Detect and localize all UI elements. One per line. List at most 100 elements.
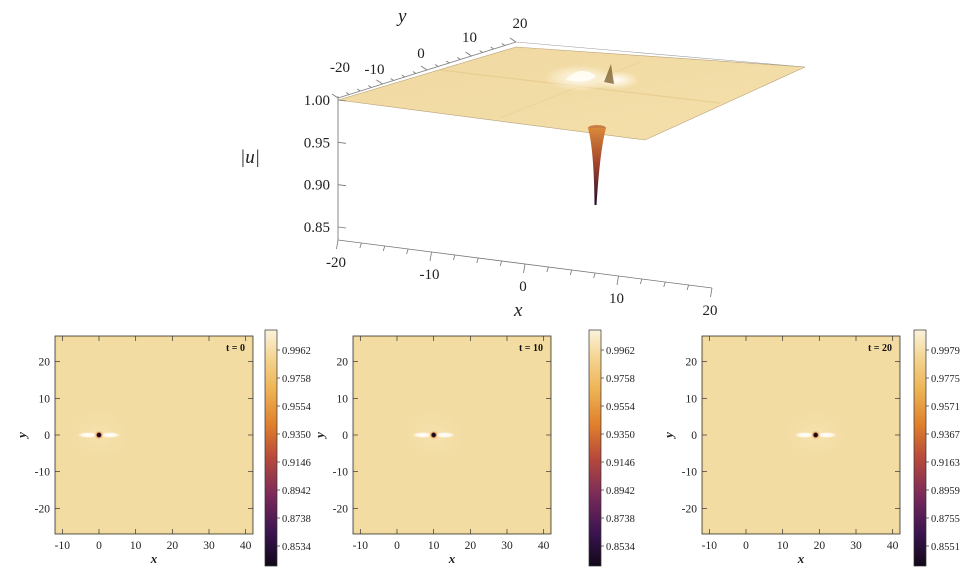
colorbar-tick-label: 0.9962 <box>606 346 635 357</box>
colorbar-tick-label: 0.8942 <box>282 486 311 497</box>
surface-3d-plot: 1.00 0.95 0.90 0.85 |u| -20 -10 0 10 20 x -10 0 1… <box>240 6 806 321</box>
colorbar-tick-label: 0.8738 <box>606 514 635 525</box>
y-tick-label: -20 <box>333 503 349 515</box>
z-tick-mark <box>337 226 347 229</box>
y-axis-label: y <box>396 6 407 27</box>
heatmap-panel: t = 10 -10 0 10 20 30 40 20 10 0 -10 -20 x y 0.9962 0.9… <box>312 329 636 567</box>
colorbar-tick-label: 0.9163 <box>931 458 960 469</box>
y-tick-label: -20 <box>330 60 350 76</box>
colorbar-tick-label: 0.9758 <box>606 374 635 385</box>
y-tick-label: -10 <box>682 467 698 479</box>
z-tick-label: 1.00 <box>304 93 330 109</box>
soliton-dip <box>431 432 436 438</box>
colorbar-tick-label: 0.9758 <box>282 374 311 385</box>
colorbar-tick-label: 0.9962 <box>282 346 311 357</box>
y-tick-label: -20 <box>35 503 51 515</box>
y-tick-mark <box>501 43 506 46</box>
x-tick-label: -10 <box>353 540 369 552</box>
colorbar-tick-label: 0.8534 <box>606 542 636 553</box>
x-tick-mark <box>686 284 690 291</box>
x-tick-label: 20 <box>814 540 826 552</box>
x-tick-mark <box>593 272 596 279</box>
x-tick-label: 40 <box>887 540 899 552</box>
y-tick-label: 0 <box>417 46 425 62</box>
colorbar-tick-label: 0.8534 <box>282 542 312 553</box>
colorbar-tick-label: 0.9146 <box>606 458 635 469</box>
y-tick-mark <box>390 78 394 81</box>
x-tick-mark <box>663 281 666 288</box>
soliton-lobe-left <box>76 431 100 439</box>
surface-bump-shadow <box>604 64 614 84</box>
y-tick-label: 10 <box>337 393 349 405</box>
x-tick-mark <box>452 254 456 261</box>
x-axis-label: x <box>513 300 523 321</box>
soliton-lobe-right <box>814 431 839 439</box>
y-axis-label: y <box>312 432 327 440</box>
y-tick-label: 10 <box>39 393 51 405</box>
x-tick-label: 0 <box>394 540 400 552</box>
x-tick-label: 40 <box>240 540 252 552</box>
colorbar <box>264 329 278 567</box>
y-axis: -10 0 10 20 -20 y <box>330 6 528 99</box>
y-tick-mark <box>412 71 417 74</box>
y-tick-mark <box>420 65 428 71</box>
x-tick-label: -20 <box>326 255 346 271</box>
x-tick-label: 10 <box>777 540 789 552</box>
y-tick-label: -10 <box>333 467 349 479</box>
surface-bump-right <box>595 71 639 89</box>
x-tick-label: 20 <box>167 540 179 552</box>
heatmap-panels: t = 0 -10 0 10 20 30 40 20 10 0 -10 -20 x y 0.9962 0.97… <box>14 329 960 567</box>
y-tick-mark <box>368 85 372 88</box>
time-annotation: t = 20 <box>868 343 892 354</box>
y-tick-mark <box>357 88 361 92</box>
colorbar-tick-label: 0.9367 <box>931 430 960 441</box>
x-tick-mark <box>546 266 549 273</box>
soliton-dip <box>96 432 102 438</box>
y-tick-label: 10 <box>462 30 477 46</box>
colorbar-tick-label: 0.9554 <box>606 402 636 413</box>
x-tick-mark <box>336 239 339 250</box>
colorbar-tick-label: 0.9350 <box>606 430 635 441</box>
colorbar-tick-label: 0.8942 <box>606 486 635 497</box>
x-tick-mark <box>499 260 503 267</box>
x-axis-label: x <box>448 551 456 566</box>
x-tick-label: 20 <box>703 303 718 319</box>
y-tick-label: 0 <box>44 430 50 442</box>
heatmap-panel: t = 0 -10 0 10 20 30 40 20 10 0 -10 -20 x y 0.9962 0.97… <box>14 329 312 567</box>
soliton-dip <box>813 432 818 438</box>
y-tick-mark <box>434 64 439 67</box>
z-tick-label: 0.90 <box>304 178 330 194</box>
y-tick-mark <box>446 60 450 64</box>
x-tick-label: 0 <box>743 540 749 552</box>
y-axis-label: y <box>14 432 29 440</box>
y-tick-label: -10 <box>35 467 51 479</box>
surface-bump-highlight <box>566 70 596 82</box>
x-tick-mark <box>359 242 362 249</box>
x-axis-label: x <box>797 551 805 566</box>
x-tick-label: 10 <box>428 540 440 552</box>
x-tick-label: 40 <box>538 540 550 552</box>
x-tick-label: 30 <box>850 540 862 552</box>
x-tick-label: -10 <box>420 267 440 283</box>
y-tick-label: 20 <box>337 357 349 369</box>
z-tick-mark <box>337 99 347 102</box>
x-tick-label: 0 <box>96 540 102 552</box>
colorbar <box>913 329 927 567</box>
z-tick-mark <box>337 141 347 144</box>
z-axis: 1.00 0.95 0.90 0.85 |u| <box>240 93 347 240</box>
x-tick-mark <box>639 278 643 285</box>
colorbar-tick-label: 0.9146 <box>282 458 311 469</box>
colorbar-tick-label: 0.8551 <box>931 542 960 553</box>
soliton-lobe-left <box>410 431 435 439</box>
colorbar-tick-label: 0.9775 <box>931 374 960 385</box>
y-tick-label: -10 <box>365 62 385 78</box>
time-annotation: t = 0 <box>226 343 245 354</box>
y-tick-label: 0 <box>342 430 348 442</box>
colorbar-tick-label: 0.8738 <box>282 514 311 525</box>
y-tick-label: 20 <box>39 357 51 369</box>
y-tick-mark <box>457 57 461 60</box>
x-tick-mark <box>710 287 713 298</box>
x-tick-label: 30 <box>501 540 513 552</box>
